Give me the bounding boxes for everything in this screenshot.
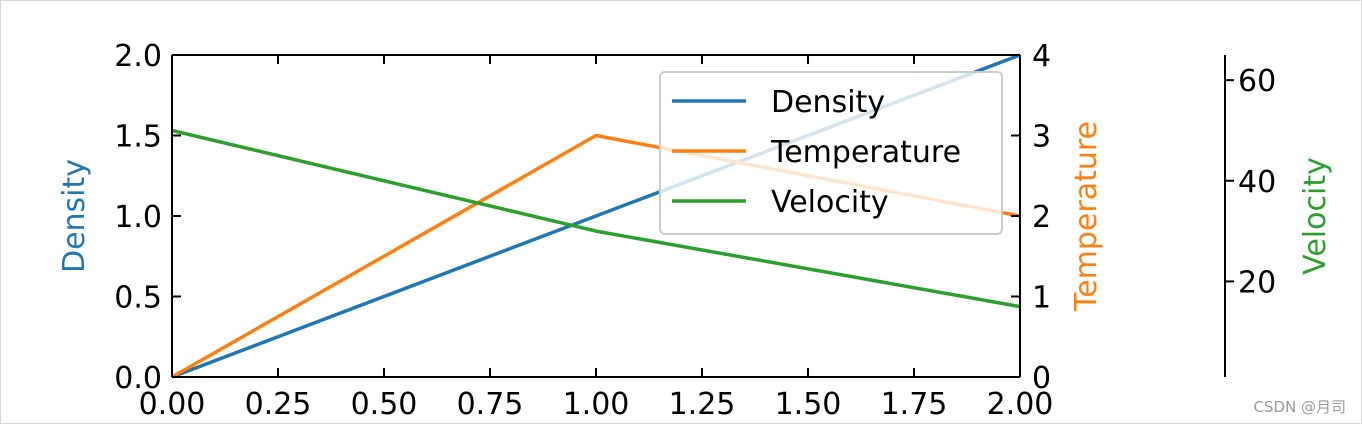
- density-tick-label: 1.5: [114, 120, 162, 155]
- temperature-tick-label: 4: [1032, 39, 1051, 74]
- velocity-tick-label: 60: [1238, 64, 1276, 99]
- density-tick-label: 2.0: [114, 39, 162, 74]
- x-tick-label: 0.50: [351, 387, 418, 422]
- velocity-tick-label: 20: [1238, 265, 1276, 300]
- density-tick-label: 1.0: [114, 200, 162, 235]
- density-axis-label: Density: [57, 159, 92, 273]
- velocity-axis-label: Velocity: [1298, 157, 1333, 275]
- legend-label-velocity: Velocity: [771, 185, 889, 220]
- velocity-tick-label: 40: [1238, 165, 1276, 200]
- density-tick-label: 0.5: [114, 281, 162, 316]
- temperature-tick-label: 3: [1032, 120, 1051, 155]
- density-tick-label: 0.0: [114, 361, 162, 396]
- watermark-text: CSDN @月司: [1253, 398, 1346, 416]
- x-tick-label: 0.75: [457, 387, 524, 422]
- x-tick-label: 1.75: [881, 387, 948, 422]
- temperature-tick-label: 2: [1032, 200, 1051, 235]
- legend-label-temperature: Temperature: [770, 135, 961, 170]
- x-tick-label: 0.00: [139, 387, 206, 422]
- x-tick-label: 0.25: [245, 387, 312, 422]
- series-line-velocity: [171, 128, 1021, 309]
- legend-box: [659, 71, 1003, 235]
- x-tick-label: 2.00: [987, 387, 1054, 422]
- legend-label-density: Density: [771, 85, 885, 120]
- x-tick-label: 1.00: [563, 387, 630, 422]
- x-tick-label: 1.25: [669, 387, 736, 422]
- temperature-axis-label: Temperature: [1069, 121, 1104, 312]
- temperature-tick-label: 0: [1032, 361, 1051, 396]
- x-tick-label: 1.50: [775, 387, 842, 422]
- temperature-tick-label: 1: [1032, 281, 1051, 316]
